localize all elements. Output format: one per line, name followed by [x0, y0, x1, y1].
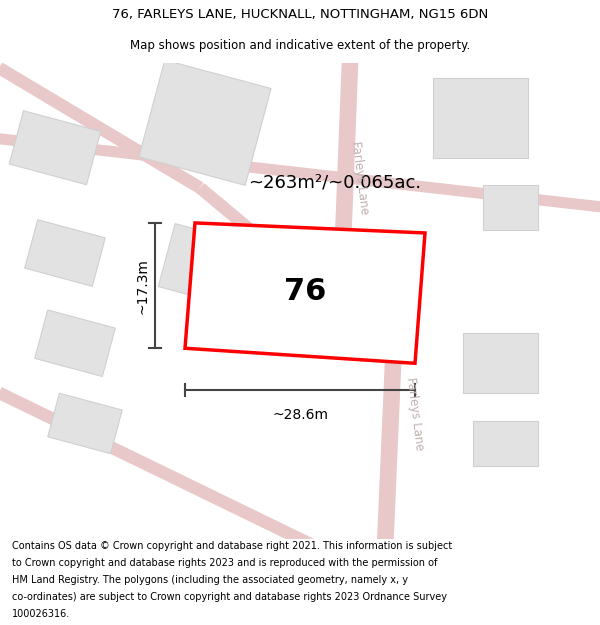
- Text: 100026316.: 100026316.: [12, 609, 70, 619]
- Text: ~263m²/~0.065ac.: ~263m²/~0.065ac.: [248, 174, 422, 192]
- Text: Contains OS data © Crown copyright and database right 2021. This information is : Contains OS data © Crown copyright and d…: [12, 541, 452, 551]
- Polygon shape: [185, 223, 425, 363]
- Text: Map shows position and indicative extent of the property.: Map shows position and indicative extent…: [130, 39, 470, 52]
- Text: Farleys Lane: Farleys Lane: [404, 376, 426, 451]
- Polygon shape: [35, 310, 115, 376]
- Text: 76, FARLEYS LANE, HUCKNALL, NOTTINGHAM, NG15 6DN: 76, FARLEYS LANE, HUCKNALL, NOTTINGHAM, …: [112, 8, 488, 21]
- Polygon shape: [482, 186, 538, 231]
- Polygon shape: [48, 393, 122, 454]
- Text: 76: 76: [284, 278, 326, 306]
- Text: ~28.6m: ~28.6m: [272, 408, 328, 422]
- Polygon shape: [25, 220, 105, 286]
- Text: Farleys Lane: Farleys Lane: [349, 141, 371, 215]
- Polygon shape: [158, 224, 272, 312]
- Polygon shape: [463, 333, 538, 393]
- Text: co-ordinates) are subject to Crown copyright and database rights 2023 Ordnance S: co-ordinates) are subject to Crown copyr…: [12, 592, 447, 602]
- Polygon shape: [9, 111, 101, 185]
- Text: HM Land Registry. The polygons (including the associated geometry, namely x, y: HM Land Registry. The polygons (includin…: [12, 575, 408, 585]
- Text: to Crown copyright and database rights 2023 and is reproduced with the permissio: to Crown copyright and database rights 2…: [12, 558, 437, 568]
- Polygon shape: [139, 60, 271, 186]
- Polygon shape: [473, 421, 538, 466]
- Polygon shape: [433, 78, 527, 158]
- Text: ~17.3m: ~17.3m: [136, 258, 150, 314]
